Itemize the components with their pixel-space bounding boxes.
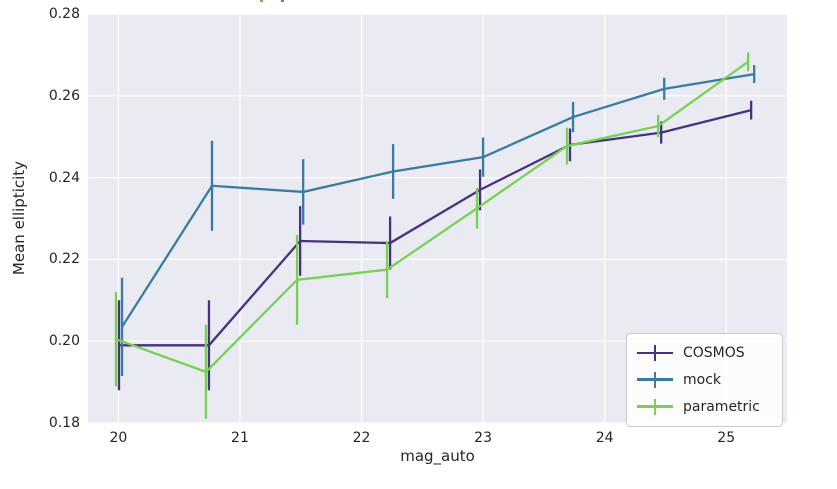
x-axis-label: mag_auto <box>400 447 475 465</box>
legend-item-cosmos: COSMOS <box>637 340 772 366</box>
cropped-title-remnant <box>260 0 263 2</box>
y-tick-label: 0.24 <box>48 169 80 186</box>
series-line-parametric <box>115 60 749 374</box>
x-tick-label: 25 <box>717 430 736 446</box>
x-tick-label: 22 <box>352 430 371 446</box>
y-tick-label: 0.26 <box>48 87 80 104</box>
x-tick-label: 23 <box>474 430 492 446</box>
legend: COSMOS mock parametric <box>626 333 783 427</box>
series-mock <box>120 65 756 376</box>
series-parametric <box>114 52 750 419</box>
chart-canvas <box>88 14 787 423</box>
y-tick-label: 0.18 <box>48 415 80 431</box>
x-tick-label: 20 <box>109 430 128 446</box>
errorbar-marker-icon <box>637 371 673 389</box>
legend-item-mock: mock <box>637 367 772 393</box>
y-tick-label: 0.28 <box>48 6 80 22</box>
errorbar-marker-icon <box>637 344 673 362</box>
legend-item-parametric: parametric <box>637 394 772 420</box>
y-tick-label: 0.22 <box>48 251 80 268</box>
series-line-mock <box>121 72 755 328</box>
legend-label: mock <box>683 371 722 388</box>
legend-label: COSMOS <box>683 345 745 362</box>
plot-area <box>88 14 787 423</box>
x-tick-label: 24 <box>595 430 614 446</box>
cropped-title-remnant <box>281 0 284 2</box>
series-line-COSMOS <box>118 108 752 347</box>
x-tick-label: 21 <box>231 430 249 446</box>
y-tick-label: 0.20 <box>48 333 80 350</box>
legend-label: parametric <box>683 398 760 415</box>
errorbar-marker-icon <box>637 398 673 416</box>
series-COSMOS <box>117 100 753 391</box>
